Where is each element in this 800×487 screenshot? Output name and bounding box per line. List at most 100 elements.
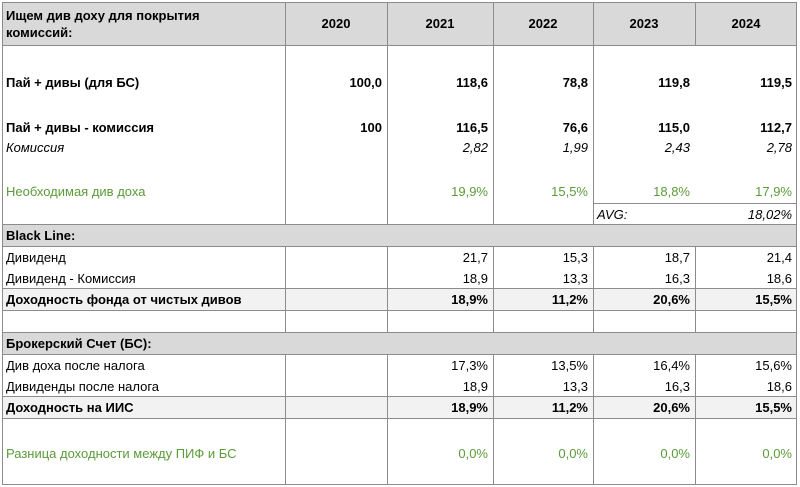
year-2022[interactable]: 2022 (528, 16, 558, 31)
cell[interactable]: 13,3 (562, 378, 588, 394)
row-label[interactable]: Разница доходности между ПИФ и БС (6, 445, 237, 461)
cell[interactable]: 16,3 (664, 270, 690, 286)
grid-line (2, 332, 797, 333)
cell[interactable]: 18,9 (462, 378, 488, 394)
cell[interactable]: 119,5 (760, 74, 792, 90)
cell[interactable]: 112,7 (760, 119, 792, 135)
cell[interactable]: 0,0% (458, 445, 488, 461)
cell[interactable]: 2,78 (766, 139, 792, 155)
cell[interactable]: 119,8 (658, 74, 690, 90)
grid-line (2, 484, 797, 485)
cell[interactable] (285, 376, 387, 396)
row-label[interactable]: Дивиденд (6, 249, 66, 265)
cell[interactable]: 16,4% (653, 357, 690, 373)
grid-line (2, 396, 797, 397)
cell[interactable]: 16,3 (664, 378, 690, 394)
cell[interactable]: 19,9% (451, 183, 488, 199)
cell[interactable] (285, 355, 387, 375)
cell[interactable] (285, 247, 387, 267)
cell[interactable]: 100 (360, 119, 382, 135)
grid-line (593, 246, 594, 333)
avg-value[interactable]: 18,02% (747, 206, 792, 222)
cell[interactable]: 18,7 (664, 249, 690, 265)
cell[interactable] (285, 268, 387, 288)
cell[interactable]: 78,8 (562, 74, 588, 90)
grid-line (593, 2, 594, 225)
cell[interactable] (285, 180, 387, 202)
row-label[interactable]: Дивиденды после налога (6, 378, 160, 394)
row-label[interactable]: Пай + дивы (для БС) (6, 74, 140, 90)
year-2020[interactable]: 2020 (321, 16, 351, 31)
cell[interactable]: 15,5% (755, 400, 792, 415)
row-avg: AVG: 18,02% (2, 204, 797, 224)
cell[interactable]: 18,9% (451, 292, 488, 307)
row-label[interactable]: Необходимая див доха (6, 183, 146, 199)
grid-line (2, 2, 3, 485)
row-dividends-after-tax: Дивиденды после налога 18,9 13,3 16,3 18… (2, 376, 797, 396)
cell[interactable]: 18,6 (766, 270, 792, 286)
cell[interactable]: 0,0% (762, 445, 792, 461)
cell[interactable]: 13,3 (562, 270, 588, 286)
cell[interactable]: 15,3 (562, 249, 588, 265)
cell[interactable]: 18,6 (766, 378, 792, 394)
avg-label[interactable]: AVG: (597, 206, 628, 222)
cell[interactable]: 17,9% (755, 183, 792, 199)
grid-line (2, 45, 797, 46)
grid-line (2, 418, 797, 419)
cell[interactable] (285, 289, 387, 310)
row-fee: Комиссия 2,82 1,99 2,43 2,78 (2, 137, 797, 157)
cell[interactable]: 21,7 (462, 249, 488, 265)
cell[interactable]: 20,6% (653, 400, 690, 415)
cell[interactable]: 100,0 (349, 74, 382, 90)
cell[interactable]: 18,9 (462, 270, 488, 286)
row-difference: Разница доходности между ПИФ и БС 0,0% 0… (2, 442, 797, 464)
cell[interactable]: 2,43 (664, 139, 690, 155)
section-title[interactable]: Black Line: (6, 228, 76, 243)
cell[interactable]: 1,99 (562, 139, 588, 155)
cell[interactable] (285, 137, 387, 157)
header-title-line1: Ищем див доху для покрытия (6, 7, 200, 23)
grid-line (387, 246, 388, 333)
section-black-line: Black Line: (2, 225, 797, 246)
year-2024[interactable]: 2024 (731, 16, 761, 31)
grid-line (593, 354, 594, 485)
header-row: Ищем див доху для покрытия комиссий: 202… (2, 2, 797, 45)
cell[interactable]: 15,5% (551, 183, 588, 199)
cell[interactable]: 21,4 (766, 249, 792, 265)
year-2021[interactable]: 2021 (425, 16, 455, 31)
cell[interactable] (285, 442, 387, 464)
row-dividend: Дивиденд 21,7 15,3 18,7 21,4 (2, 247, 797, 267)
grid-line (2, 354, 797, 355)
cell[interactable]: 11,2% (551, 400, 588, 415)
cell[interactable] (285, 397, 387, 418)
cell[interactable]: 15,6% (755, 357, 792, 373)
header-title[interactable]: Ищем див доху для покрытия комиссий: (2, 2, 285, 45)
cell[interactable]: 115,0 (658, 119, 690, 135)
year-2023[interactable]: 2023 (629, 16, 659, 31)
cell[interactable]: 18,9% (451, 400, 488, 415)
grid-line (2, 310, 797, 311)
cell[interactable]: 76,6 (562, 119, 588, 135)
cell[interactable]: 0,0% (558, 445, 588, 461)
cell[interactable]: 18,8% (653, 183, 690, 199)
cell[interactable]: 11,2% (551, 292, 588, 307)
cell[interactable]: 118,6 (456, 74, 488, 90)
grid-line (493, 246, 494, 333)
row-label[interactable]: Дивиденд - Комиссия (6, 270, 136, 286)
cell[interactable]: 2,82 (462, 139, 488, 155)
row-label[interactable]: Доходность на ИИС (6, 400, 134, 415)
cell[interactable]: 17,3% (451, 357, 488, 373)
row-label[interactable]: Див доха после налога (6, 357, 145, 373)
cell[interactable]: 116,5 (456, 119, 488, 135)
cell[interactable]: 15,5% (755, 292, 792, 307)
header-title-line2: комиссий: (6, 24, 73, 40)
row-label[interactable]: Пай + дивы - комиссия (6, 119, 155, 135)
row-label[interactable]: Комиссия (6, 139, 65, 155)
cell[interactable]: 20,6% (653, 292, 690, 307)
cell[interactable]: 0,0% (660, 445, 690, 461)
section-title[interactable]: Брокерский Счет (БС): (6, 336, 152, 351)
grid-line (2, 246, 797, 247)
grid-line (695, 2, 696, 45)
row-label[interactable]: Доходность фонда от чистых дивов (6, 292, 242, 307)
cell[interactable]: 13,5% (551, 357, 588, 373)
